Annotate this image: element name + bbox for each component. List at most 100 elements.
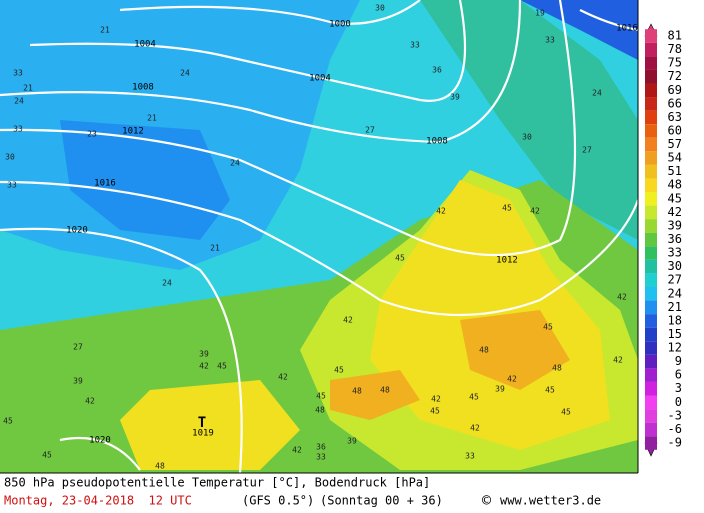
contour-label: 45: [3, 417, 13, 426]
contour-label: 42: [470, 424, 480, 433]
contour-label: 48: [380, 386, 390, 395]
colorbar-tick-label: 57: [668, 137, 682, 151]
map-fields: [0, 0, 638, 473]
colorbar-tick-label: 69: [668, 83, 682, 97]
colorbar-tick-label: 33: [668, 246, 682, 260]
contour-label: 36: [432, 66, 442, 75]
colorbar-cell: [645, 273, 657, 287]
colorbar-cell: [645, 69, 657, 84]
contour-label: 48: [315, 406, 325, 415]
colorbar-tick-label: 6: [675, 368, 682, 382]
footer-title: 850 hPa pseudopotentielle Temperatur [°C…: [4, 476, 430, 490]
contour-label: 33: [13, 69, 23, 78]
isobar-label: 1008: [132, 83, 154, 93]
isobar-label: 1016: [616, 24, 638, 34]
contour-label: 27: [73, 343, 83, 352]
contour-label: 23: [87, 130, 97, 139]
colorbar-cell: [645, 178, 657, 193]
colorbar-tick-label: 45: [668, 191, 682, 205]
colorbar-cell: [645, 395, 657, 410]
colorbar-tick-label: -3: [668, 408, 682, 422]
colorbar-cell: [645, 422, 657, 437]
colorbar-cell: [645, 192, 657, 206]
contour-label: 27: [365, 126, 375, 135]
colorbar-cell: [645, 219, 657, 233]
footer-model: (GFS 0.5°): [242, 494, 314, 508]
colorbar-cell: [645, 42, 657, 57]
contour-label: 42: [530, 207, 540, 216]
colorbar-tick-label: 42: [668, 205, 682, 219]
contour-label: 42: [278, 373, 288, 382]
contour-label: 45: [502, 204, 512, 213]
isobar-label: 1000: [329, 20, 351, 30]
colorbar-cell: [645, 29, 657, 43]
isobar-label: T: [198, 415, 206, 431]
contour-label: 42: [343, 316, 353, 325]
contour-label: 33: [7, 181, 17, 190]
isobar-label: 1020: [66, 226, 88, 236]
contour-label: 39: [450, 93, 460, 102]
colorbar-cell: [645, 381, 657, 396]
contour-label: 42: [507, 375, 517, 384]
colorbar-cell: [645, 124, 657, 138]
contour-label: 33: [465, 452, 475, 461]
colorbar-cell: [645, 314, 657, 328]
colorbar-cell: [645, 259, 657, 274]
colorbar-cell: [645, 56, 657, 70]
contour-label: 42: [431, 395, 441, 404]
contour-label: 48: [352, 387, 362, 396]
footer-site: www.wetter3.de: [500, 494, 601, 508]
colorbar-cell: [645, 232, 657, 247]
contour-label: 45: [42, 451, 52, 460]
colorbar-cell: [645, 164, 657, 179]
contour-label: 42: [436, 207, 446, 216]
contour-label: 21: [100, 26, 110, 35]
contour-label: 24: [14, 97, 24, 106]
contour-label: 27: [582, 146, 592, 155]
contour-label: 45: [561, 408, 571, 417]
colorbar-cell: [645, 341, 657, 355]
colorbar-tick-label: 48: [668, 178, 682, 192]
colorbar-cell: [645, 436, 657, 450]
contour-label: 24: [180, 69, 190, 78]
footer-date: Montag, 23-04-2018 12 UTC: [4, 494, 192, 508]
colorbar-cell: [645, 205, 657, 220]
footer-run: (Sonntag 00 + 36): [320, 494, 443, 508]
contour-label: 45: [316, 392, 326, 401]
colorbar-tick-label: 78: [668, 42, 682, 56]
isobar-label: 1004: [134, 40, 156, 50]
colorbar-cell: [645, 83, 657, 98]
colorbar-tick-label: 72: [668, 69, 682, 83]
contour-label: 33: [545, 36, 555, 45]
colorbar-tick-label: 9: [675, 354, 682, 368]
contour-label: 42: [617, 293, 627, 302]
colorbar-tick-label: 0: [675, 395, 682, 409]
colorbar-cell: [645, 300, 657, 315]
contour-label: 36: [316, 443, 326, 452]
contour-label: 48: [155, 462, 165, 471]
contour-label: 30: [5, 153, 15, 162]
contour-label: 42: [199, 362, 209, 371]
contour-label: 45: [543, 323, 553, 332]
colorbar-tick-label: 3: [675, 381, 682, 395]
colorbar-cell: [645, 151, 657, 165]
colorbar-tick-label: 36: [668, 232, 682, 246]
contour-label: 45: [334, 366, 344, 375]
colorbar-tick-label: 30: [668, 259, 682, 273]
contour-label: 45: [469, 393, 479, 402]
isobar-label: 1020: [89, 436, 111, 446]
colorbar-cell: [645, 246, 657, 260]
colorbar-tick-label: 27: [668, 273, 682, 287]
isobar-label: 1012: [496, 256, 518, 266]
contour-label: 45: [430, 407, 440, 416]
contour-label: 39: [199, 350, 209, 359]
contour-label: 24: [592, 89, 602, 98]
colorbar-tick-label: -6: [668, 422, 682, 436]
contour-label: 24: [162, 279, 172, 288]
contour-label: 42: [613, 356, 623, 365]
colorbar-cell: [645, 327, 657, 342]
contour-label: 42: [292, 446, 302, 455]
colorbar-tick-label: 12: [668, 341, 682, 355]
